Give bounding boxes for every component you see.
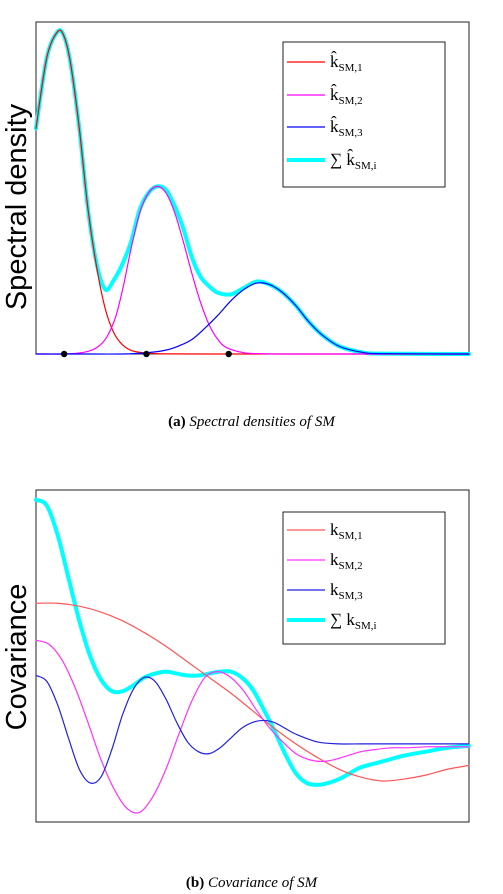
legend-b-label-3: kSM,3 — [330, 580, 363, 602]
plot-a-legend: k̂SM,1 k̂SM,2 k̂SM,3 ∑ k̂SM,i — [282, 41, 446, 188]
caption-b-text: Covariance of SM — [207, 875, 318, 891]
plot-b-series-group — [34, 497, 471, 814]
plot-b-series-4-line — [34, 497, 471, 787]
caption-a-text: Spectral densities of SM — [189, 414, 335, 430]
legend-a-label-4: ∑ k̂SM,i — [330, 149, 377, 172]
plot-a-peak-marker — [60, 350, 68, 358]
panel-b: Covariance kSM,1 kSM,2 kSM,3 ∑ kSM,i — [1, 489, 471, 823]
legend-b-label-4: ∑ kSM,i — [330, 610, 377, 632]
legend-b-label-2: kSM,2 — [330, 550, 363, 572]
legend-b-label-1: kSM,1 — [330, 520, 363, 542]
plot-a-peak-marker — [225, 350, 232, 358]
plot-b-series-3-line — [35, 674, 470, 784]
plot-a-series-3-line — [35, 282, 470, 355]
plot-b-series-2-line — [35, 639, 470, 814]
plot-b-series-1-line — [35, 602, 470, 782]
plot-a-peak-marker — [143, 350, 150, 358]
legend-a-label-3: k̂SM,3 — [330, 116, 363, 139]
plot-a-series-2-line — [35, 185, 470, 355]
plot-a-series-group — [34, 28, 471, 356]
plot-b-ylabel: Covariance — [1, 584, 33, 731]
plot-a-legend-box — [282, 41, 446, 188]
plot-b-legend: kSM,1 kSM,2 kSM,3 ∑ kSM,i — [282, 511, 446, 645]
panel-a: Spectral density k̂SM,1 k̂SM,2 k̂SM,3 ∑ … — [1, 21, 471, 358]
plot-a-series-1-line — [35, 29, 470, 355]
plot-a-ylabel: Spectral density — [1, 103, 33, 310]
caption-b: (b) Covariance of SM — [0, 875, 503, 892]
caption-a: (a) Spectral densities of SM — [0, 414, 503, 431]
legend-a-label-1: k̂SM,1 — [330, 51, 363, 74]
plot-a-markers-group — [60, 350, 232, 358]
caption-b-label: (b) — [185, 875, 205, 891]
caption-a-label: (a) — [168, 414, 186, 430]
legend-a-label-2: k̂SM,2 — [330, 84, 363, 107]
